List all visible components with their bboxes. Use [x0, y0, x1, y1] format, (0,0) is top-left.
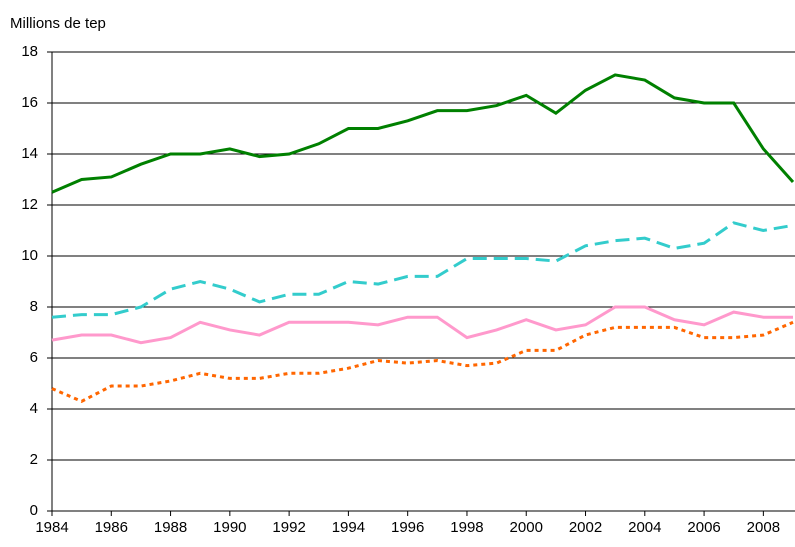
x-tick-label: 2008: [747, 519, 780, 536]
y-tick-label: 12: [21, 196, 38, 213]
x-tick-label: 1994: [332, 519, 365, 536]
x-tick-label: 2004: [628, 519, 661, 536]
series-line: [51, 73, 795, 194]
x-tick-label: 1984: [35, 519, 68, 536]
y-axis-label: Millions de tep: [10, 15, 106, 32]
x-tick-label: 2002: [569, 519, 602, 536]
y-tick-label: 2: [30, 451, 38, 468]
x-tick-label: 1986: [95, 519, 128, 536]
x-tick-label: 2006: [687, 519, 720, 536]
series-line: [51, 221, 794, 319]
x-tick-label: 2000: [510, 519, 543, 536]
y-tick-label: 10: [21, 247, 38, 264]
x-tick-label: 1996: [391, 519, 424, 536]
y-tick-label: 0: [30, 502, 38, 519]
x-tick-label: 1988: [154, 519, 187, 536]
x-tick-label: 1990: [213, 519, 246, 536]
series-line: [51, 320, 794, 404]
series-line: [51, 305, 793, 345]
y-tick-label: 16: [21, 94, 38, 111]
y-tick-label: 8: [30, 298, 38, 315]
x-tick-label: 1998: [450, 519, 483, 536]
y-tick-label: 4: [30, 400, 38, 417]
x-tick-label: 1992: [272, 519, 305, 536]
y-tick-label: 14: [21, 145, 38, 162]
y-tick-label: 6: [30, 349, 38, 366]
y-tick-label: 18: [21, 43, 38, 60]
